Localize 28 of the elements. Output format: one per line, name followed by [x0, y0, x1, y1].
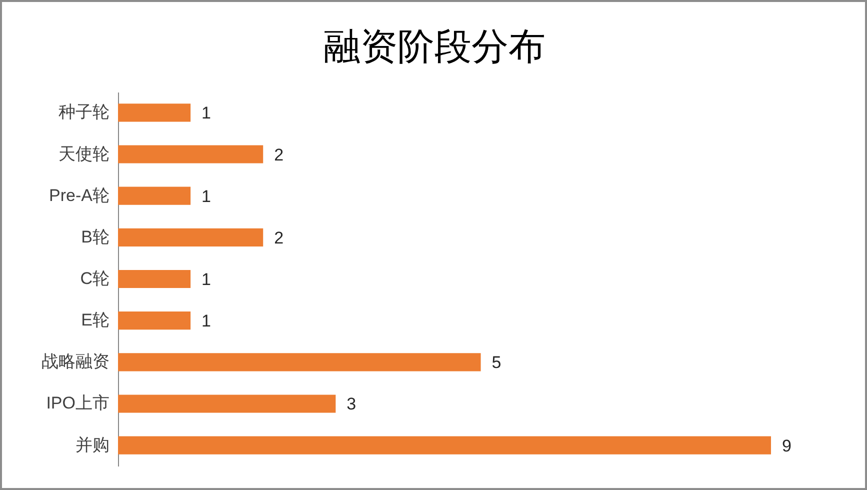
bar	[118, 228, 264, 246]
data-label: 2	[274, 228, 284, 248]
data-label: 1	[202, 104, 212, 123]
bar	[118, 436, 771, 454]
y-tick-label: Pre-A轮	[49, 186, 110, 205]
data-label: 2	[274, 145, 284, 164]
data-label: 9	[782, 436, 792, 456]
data-label: 1	[202, 186, 212, 206]
bar	[118, 394, 336, 413]
y-tick-label: 并购	[76, 435, 110, 454]
y-tick-label: IPO上市	[46, 394, 110, 413]
y-tick-label: E轮	[81, 310, 110, 330]
data-label: 3	[346, 394, 356, 414]
bar	[118, 312, 191, 330]
bar	[118, 186, 191, 205]
y-tick-label: 天使轮	[58, 144, 110, 164]
bar	[118, 270, 191, 288]
bar	[118, 353, 481, 372]
y-tick-label: 战略融资	[42, 352, 110, 372]
y-tick-label: B轮	[81, 227, 110, 246]
chart-title: 融资阶段分布	[324, 26, 546, 67]
data-label: 5	[492, 353, 502, 372]
data-label: 1	[202, 270, 212, 289]
bar	[118, 104, 191, 122]
y-tick-label: 种子轮	[58, 102, 110, 122]
y-tick-label: C轮	[80, 269, 110, 288]
bar	[118, 145, 264, 164]
data-label: 1	[202, 312, 212, 331]
